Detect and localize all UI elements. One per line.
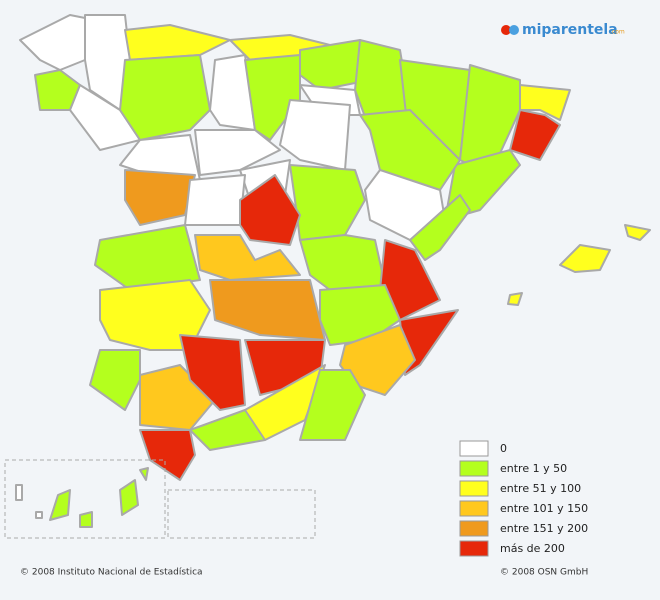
province <box>124 24 231 61</box>
province <box>507 292 523 306</box>
province <box>179 334 246 411</box>
province <box>189 409 266 451</box>
logo-icon <box>501 25 511 35</box>
province <box>35 511 43 519</box>
province <box>239 174 301 246</box>
province-map <box>15 14 651 528</box>
legend-swatch <box>459 480 489 497</box>
province <box>509 109 561 161</box>
legend-label: entre 51 y 100 <box>500 482 581 495</box>
province <box>49 489 71 521</box>
legend-label: entre 1 y 50 <box>500 462 567 475</box>
footer-left: © 2008 Instituto Nacional de Estadística <box>20 568 203 578</box>
province <box>69 84 141 151</box>
province <box>299 369 366 441</box>
province <box>194 129 281 176</box>
logo-icon <box>509 25 519 35</box>
province <box>194 234 301 281</box>
province <box>519 84 571 121</box>
province <box>459 64 521 176</box>
province <box>209 279 326 341</box>
province <box>209 54 256 131</box>
province <box>339 324 416 396</box>
logo-suffix: .com <box>610 29 625 36</box>
legend-label: entre 151 y 200 <box>500 522 588 535</box>
legend-swatch <box>459 460 489 477</box>
province <box>119 479 139 516</box>
province <box>409 194 471 261</box>
footer-right: © 2008 OSN GmbH <box>500 568 588 578</box>
province <box>559 244 611 273</box>
legend-label: más de 200 <box>500 542 565 555</box>
legend-swatch <box>459 500 489 517</box>
legend-swatch <box>459 540 489 557</box>
province <box>299 39 371 91</box>
province <box>99 279 211 351</box>
inset-frame <box>4 459 166 539</box>
inset-frame <box>167 489 316 539</box>
province <box>124 169 196 226</box>
legend-label: 0 <box>500 442 507 455</box>
province <box>624 224 651 241</box>
province <box>119 54 211 141</box>
province <box>379 239 441 321</box>
province <box>15 484 23 501</box>
province <box>89 349 141 411</box>
province <box>79 511 93 528</box>
legend-swatch <box>459 520 489 537</box>
province <box>139 467 149 481</box>
province <box>279 99 351 171</box>
legend-swatch <box>459 440 489 457</box>
province <box>139 429 196 481</box>
province <box>184 174 246 226</box>
legend-label: entre 101 y 150 <box>500 502 588 515</box>
legend: 0 entre 1 y 50 entre 51 y 100 entre 101 y 1… <box>459 440 588 557</box>
logo: miparentela <box>522 22 618 38</box>
